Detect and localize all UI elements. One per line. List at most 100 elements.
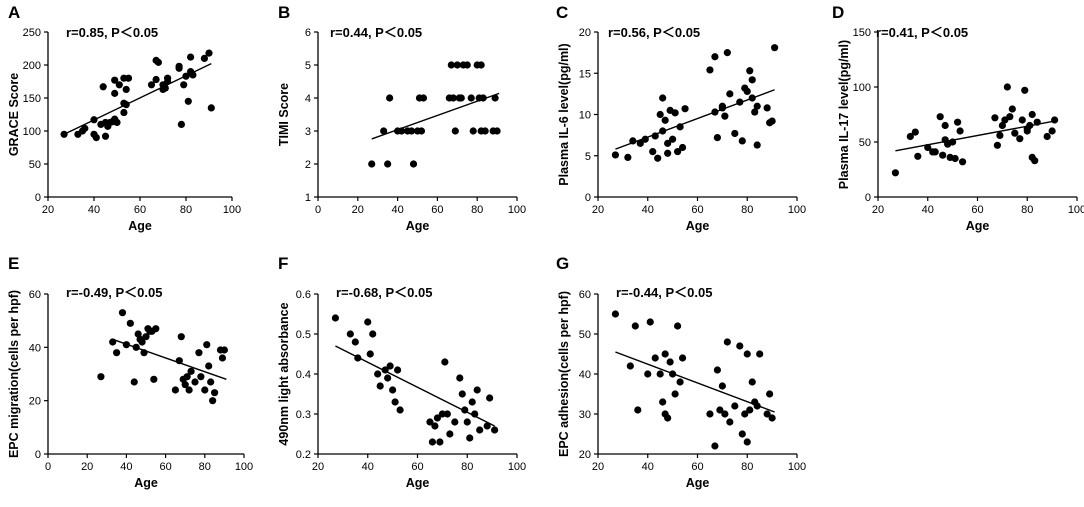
y-tick-label: 0 (35, 192, 41, 204)
data-point (743, 350, 751, 358)
data-point (746, 67, 754, 75)
data-point (748, 94, 756, 102)
data-point (177, 333, 185, 341)
correlation-stat: r=0.85, P＜0.05 (66, 25, 158, 40)
y-tick-label: 10 (579, 110, 591, 122)
data-point (132, 343, 140, 351)
data-point (451, 127, 459, 135)
data-point (436, 438, 444, 446)
data-point (211, 389, 219, 397)
data-point (469, 127, 477, 135)
data-point (721, 410, 729, 418)
x-tick-label: 60 (159, 461, 171, 473)
data-point (207, 378, 215, 386)
data-point (180, 81, 188, 89)
y-tick-label: 50 (29, 159, 41, 171)
data-point (458, 390, 466, 398)
data-point (771, 44, 779, 52)
data-point (674, 148, 682, 156)
data-point (161, 84, 169, 92)
data-point (1048, 127, 1056, 135)
y-tick-label: 20 (579, 27, 591, 39)
data-point (391, 398, 399, 406)
data-point (941, 121, 949, 130)
data-point (60, 130, 68, 138)
data-point (949, 138, 957, 146)
data-point (736, 342, 744, 350)
data-point (443, 410, 451, 418)
data-point (626, 362, 634, 370)
data-point (177, 120, 185, 128)
data-point (939, 151, 947, 159)
data-point (446, 430, 454, 438)
data-point (956, 127, 964, 135)
y-tick-label: 30 (579, 409, 591, 421)
data-point (90, 116, 98, 124)
data-point (354, 354, 362, 362)
data-point (477, 61, 485, 69)
y-tick-label: 150 (23, 93, 41, 105)
x-axis-label: Age (966, 219, 990, 233)
data-point (718, 382, 726, 390)
data-point (331, 314, 340, 322)
data-point (130, 378, 138, 386)
data-point (486, 394, 494, 402)
x-tick-label: 80 (741, 204, 753, 216)
data-point (124, 74, 133, 82)
data-point (467, 94, 475, 102)
y-tick-label: 0.3 (296, 409, 311, 421)
data-point (473, 386, 481, 394)
y-tick-label: 6 (305, 27, 311, 39)
data-point (142, 333, 150, 341)
data-point (629, 137, 637, 145)
panel-g: Gr=-0.44, P＜0.05 20 40 60 80 100 20 30 40 50 60 Age… (556, 254, 806, 490)
data-point (649, 148, 657, 156)
data-point (366, 350, 374, 358)
y-tick-label: 2 (305, 159, 311, 171)
data-point (205, 362, 213, 370)
data-point (183, 373, 191, 381)
data-point (936, 113, 944, 121)
panel-d: Dr=0.41, P＜0.05 20 40 60 80 100 0 50 100 150 Age Pl… (832, 3, 1084, 233)
data-point (195, 349, 203, 357)
data-point (368, 160, 376, 168)
data-point (664, 414, 672, 422)
y-axis-label: GRACE Score (7, 73, 21, 156)
data-point (150, 375, 158, 383)
data-point (1008, 105, 1016, 113)
data-point (706, 410, 714, 418)
data-point (634, 406, 642, 414)
x-tick-label: 60 (971, 204, 983, 216)
data-point (386, 362, 394, 370)
data-point (81, 124, 89, 132)
data-point (743, 87, 751, 95)
data-point (466, 434, 474, 442)
y-tick-label: 100 (853, 82, 871, 94)
data-point (122, 341, 130, 349)
x-tick-label: 20 (592, 461, 604, 473)
data-point (1051, 116, 1059, 124)
data-point (120, 108, 128, 117)
data-point (718, 104, 726, 112)
data-point (766, 390, 774, 398)
x-axis-label: Age (686, 476, 710, 490)
data-point (914, 152, 922, 160)
data-point (674, 322, 682, 330)
correlation-stat: r=-0.49, P＜0.05 (66, 285, 162, 300)
data-point (726, 90, 734, 98)
data-point (461, 406, 469, 414)
data-point (218, 354, 227, 362)
data-point (931, 148, 939, 156)
data-point (111, 76, 119, 84)
data-point (200, 54, 208, 63)
x-tick-label: 100 (223, 204, 241, 216)
data-point (1003, 83, 1011, 91)
regression-line (112, 338, 227, 380)
panel-letter: F (278, 254, 288, 273)
data-point (951, 154, 959, 163)
y-tick-label: 3 (305, 126, 311, 138)
y-axis-label: Plasma IL-6 level(pg/ml) (557, 43, 571, 185)
data-point (676, 378, 684, 386)
data-point (369, 330, 377, 338)
y-axis-label: Plasma IL-17 level(pg/ml) (837, 40, 851, 189)
